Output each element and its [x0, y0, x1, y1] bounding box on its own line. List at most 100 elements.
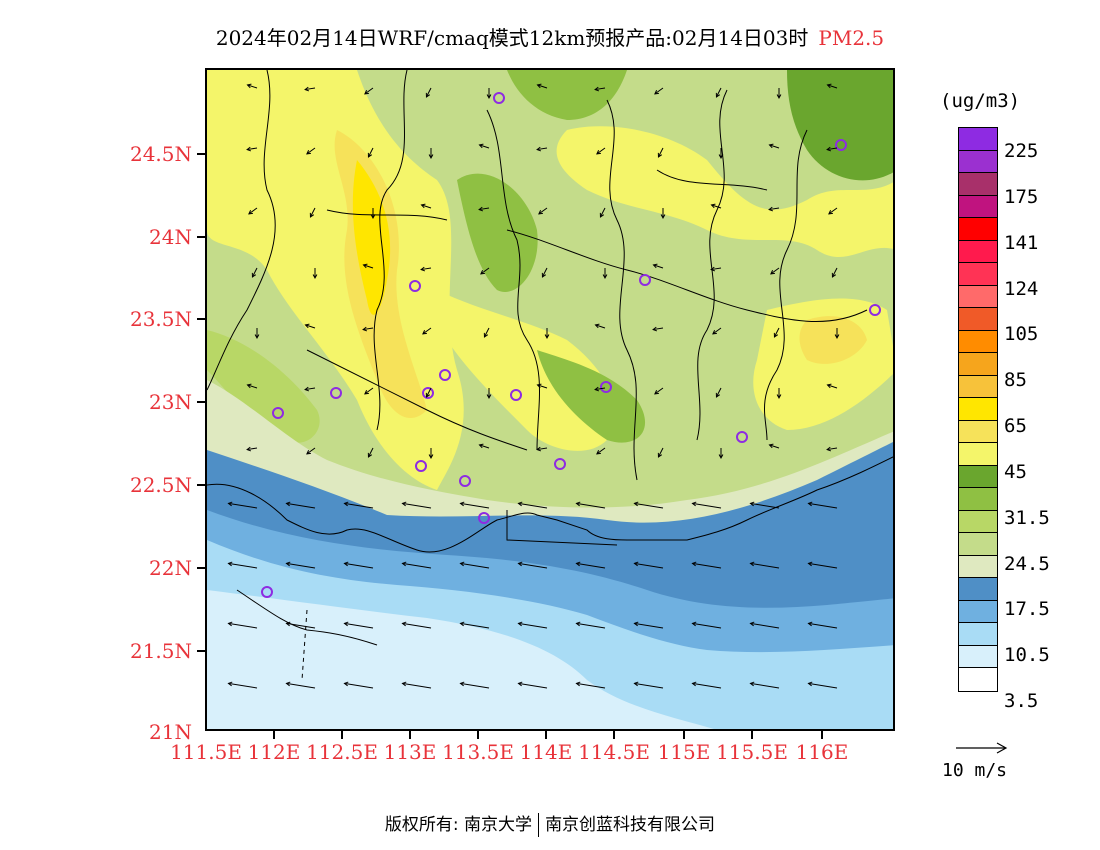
- wind-vector: [518, 682, 548, 689]
- lon-label: 116E: [795, 740, 849, 764]
- wind-vector-head: [401, 681, 407, 687]
- city-marker: [409, 280, 421, 292]
- wind-vector: [595, 324, 606, 329]
- wind-vector: [711, 267, 722, 271]
- wind-vector-head: [633, 621, 639, 627]
- wind-vector-head: [602, 274, 608, 280]
- wind-vector: [716, 387, 722, 398]
- pollution-zone: [556, 126, 893, 258]
- wind-vector-head: [364, 390, 369, 395]
- wind-vector-head: [776, 394, 782, 400]
- wind-vector-head: [428, 454, 434, 460]
- wind-vector-head: [246, 383, 252, 389]
- wind-reference-label: 10 m/s: [942, 760, 1008, 781]
- city-marker: [422, 387, 434, 399]
- wind-reference-arrow: [956, 742, 1008, 754]
- wind-vector-head: [486, 394, 492, 400]
- wind-vector-head: [517, 561, 523, 567]
- colorbar-swatch: [959, 443, 997, 466]
- wind-vector: [769, 144, 780, 149]
- wind-vector-head: [575, 501, 581, 507]
- colorbar-swatch: [959, 578, 997, 601]
- wind-vector: [247, 384, 258, 389]
- wind-vector-head: [826, 446, 832, 452]
- colorbar-label: 105: [1004, 323, 1039, 345]
- wind-vector-head: [304, 86, 310, 92]
- ocean-zone: [207, 590, 714, 729]
- lon-label: 114.5E: [578, 740, 650, 764]
- pollution-zone: [799, 316, 867, 364]
- wind-vector-head: [285, 561, 291, 567]
- lat-label: 22.5N: [129, 473, 192, 497]
- wind-vector-head: [575, 681, 581, 687]
- wind-vector-head: [773, 332, 779, 338]
- colorbar-swatch: [959, 533, 997, 556]
- wind-vector-head: [459, 561, 465, 567]
- wind-vector: [247, 84, 258, 89]
- wind-vector-head: [718, 454, 724, 460]
- lon-label: 114E: [519, 740, 573, 764]
- wind-vector: [247, 147, 258, 151]
- lat-tick: [197, 318, 205, 320]
- wind-vector: [344, 562, 374, 569]
- title-text: 2024年02月14日WRF/cmaq模式12km预报产品:02月14日03时: [215, 26, 809, 50]
- colorbar-label: 225: [1004, 140, 1039, 162]
- lat-tick: [197, 567, 205, 569]
- lat-tick: [197, 401, 205, 403]
- wind-vector-head: [715, 392, 721, 398]
- colorbar-swatch: [959, 240, 997, 263]
- wind-vector: [228, 622, 258, 629]
- wind-vector-head: [251, 272, 257, 278]
- wind-vector-head: [425, 392, 431, 398]
- city-marker: [415, 460, 427, 472]
- wind-vector: [774, 327, 780, 338]
- wind-vector-head: [807, 681, 813, 687]
- wind-vector-head: [768, 443, 774, 449]
- wind-vector-head: [483, 332, 489, 338]
- wind-vector: [484, 327, 490, 338]
- wind-vector: [658, 147, 664, 158]
- wind-vector-head: [691, 621, 697, 627]
- wind-vector-head: [596, 450, 601, 455]
- wind-vector-head: [657, 452, 663, 458]
- wind-vector-head: [768, 206, 774, 212]
- city-marker: [835, 139, 847, 151]
- wind-vector-head: [304, 386, 310, 392]
- wind-vector-head: [343, 561, 349, 567]
- wind-vector: [576, 622, 606, 629]
- wind-vector: [808, 502, 838, 509]
- wind-vector: [750, 502, 780, 509]
- colorbar-swatch: [959, 195, 997, 218]
- wind-vector: [711, 204, 722, 209]
- wind-vector-head: [633, 501, 639, 507]
- colorbar-swatch: [959, 398, 997, 421]
- wind-vector-head: [420, 266, 426, 272]
- city-markers: [261, 92, 881, 598]
- wind-vector-head: [459, 501, 465, 507]
- wind-vector: [596, 447, 606, 455]
- wind-vector-head: [749, 501, 755, 507]
- wind-vector: [305, 87, 316, 91]
- lat-label: 24.5N: [129, 142, 192, 166]
- colorbar-label: 10.5: [1004, 644, 1050, 666]
- wind-vector: [305, 387, 316, 391]
- wind-vector-head: [420, 203, 426, 209]
- colorbar-swatch: [959, 263, 997, 286]
- wind-vector-head: [246, 83, 252, 89]
- wind-vector: [460, 622, 490, 629]
- wind-vector: [460, 562, 490, 569]
- wind-vector-head: [691, 561, 697, 567]
- wind-vector: [596, 147, 606, 155]
- wind-vector: [832, 267, 838, 278]
- wind-vector: [634, 562, 664, 569]
- wind-vector-head: [517, 621, 523, 627]
- colorbar-label: 141: [1004, 232, 1039, 254]
- wind-vector-head: [246, 446, 252, 452]
- city-marker: [600, 381, 612, 393]
- lon-tick: [751, 731, 753, 739]
- wind-vector: [252, 267, 258, 278]
- wind-vector-head: [401, 621, 407, 627]
- wind-vector-head: [660, 214, 666, 220]
- lon-tick: [545, 731, 547, 739]
- wind-vector: [402, 682, 432, 689]
